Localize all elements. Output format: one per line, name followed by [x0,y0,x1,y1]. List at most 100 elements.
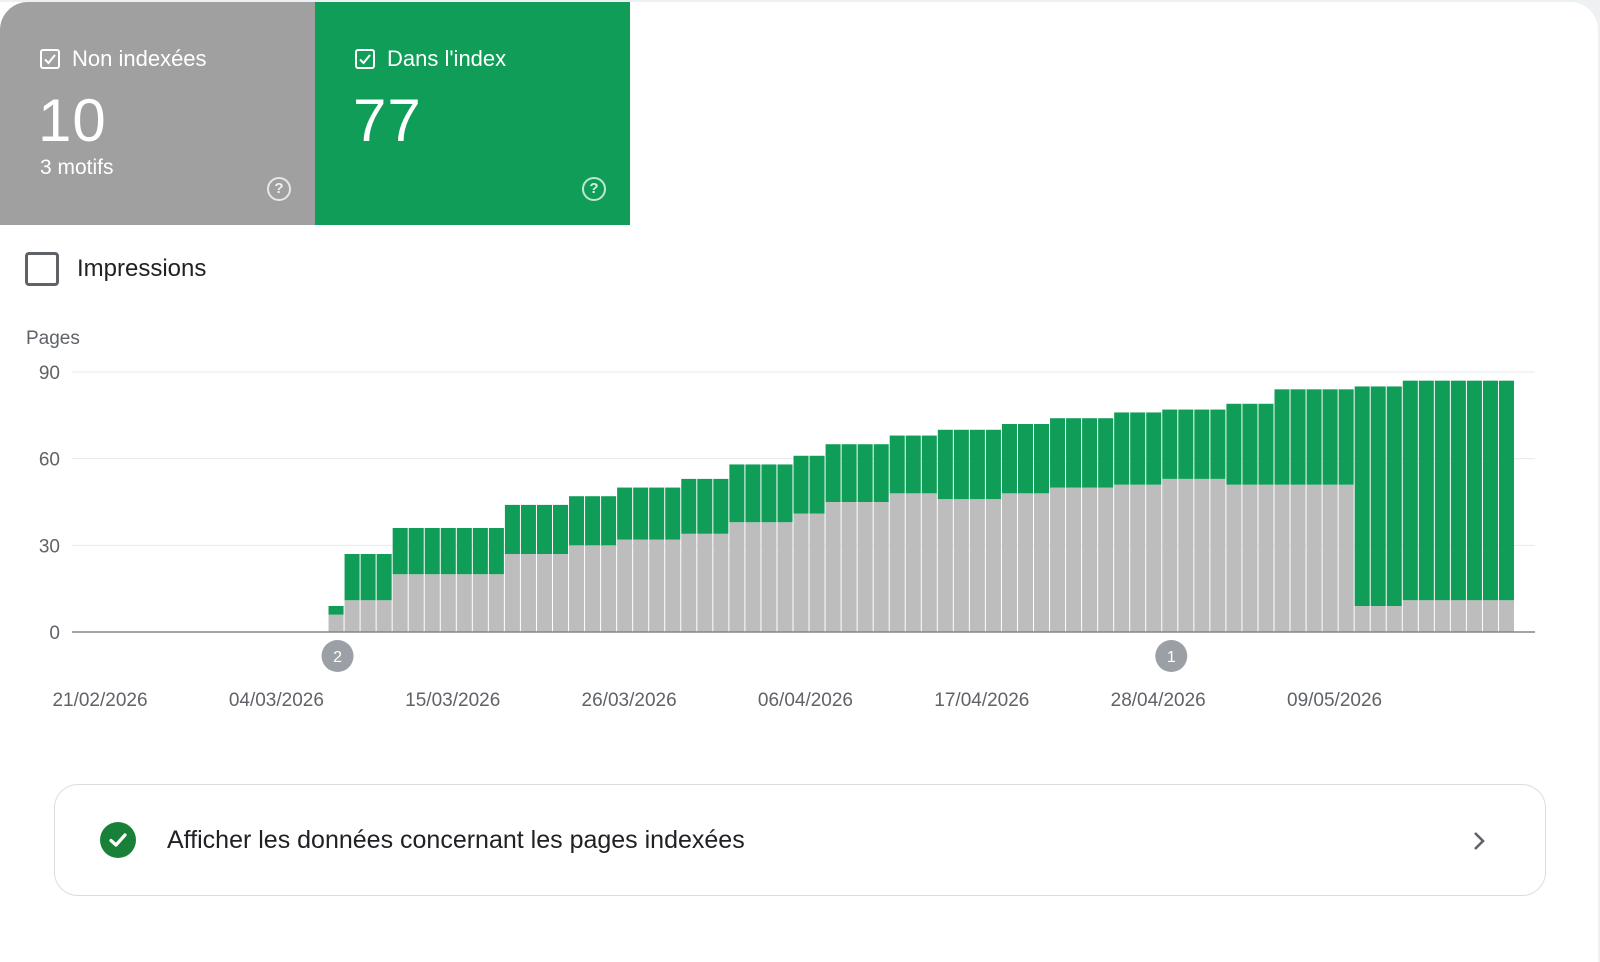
bar-not-indexed [1017,493,1033,632]
bar-not-indexed [1146,484,1162,632]
check-circle-icon [100,822,136,858]
bar-indexed [1354,386,1370,606]
bar-indexed [456,528,472,575]
bar-not-indexed [1434,600,1450,632]
bar-indexed [729,464,745,523]
bar-not-indexed [745,522,761,632]
bar-not-indexed [905,493,921,632]
bar-indexed [520,504,536,554]
bar-not-indexed [841,502,857,632]
bar-not-indexed [601,545,617,632]
tile-indexed[interactable]: Dans l'index 77 ? [315,2,630,225]
bar-not-indexed [328,614,344,632]
bar-not-indexed [1274,484,1290,632]
bar-indexed [440,528,456,575]
bar-not-indexed [985,499,1001,632]
y-tick-label: 0 [49,623,60,644]
bar-indexed [569,496,585,546]
bar-not-indexed [504,554,520,632]
bar-indexed [424,528,440,575]
bar-not-indexed [633,539,649,632]
bar-indexed [1017,424,1033,494]
help-icon[interactable]: ? [582,177,606,201]
bar-indexed [825,444,841,502]
bar-indexed [633,487,649,540]
bar-not-indexed [969,499,985,632]
tile-not-indexed-sub: 3 motifs [40,156,114,179]
bar-not-indexed [1258,484,1274,632]
bar-indexed [1434,380,1450,601]
bar-not-indexed [665,539,681,632]
bar-indexed [488,528,504,575]
bar-not-indexed [761,522,777,632]
tile-not-indexed-value: 10 [38,87,107,154]
bar-not-indexed [793,513,809,632]
bar-indexed [376,554,392,601]
bar-indexed [1162,409,1178,479]
bar-not-indexed [344,600,360,632]
pages-chart: Pages 0 30 60 90 21/02/2026 04/03/2026 15/03/20… [0,320,1560,720]
bar-not-indexed [1001,493,1017,632]
bar-not-indexed [1354,606,1370,632]
bar-indexed [681,478,697,534]
help-icon[interactable]: ? [267,177,291,201]
bar-indexed [1082,418,1098,488]
bar-not-indexed [1226,484,1242,632]
bar-indexed [1114,412,1130,485]
bar-not-indexed [953,499,969,632]
x-tick-label: 21/02/2026 [52,690,147,711]
impressions-label: Impressions [77,255,207,282]
checkbox-checked-icon[interactable] [40,49,60,69]
bar-indexed [1178,409,1194,479]
bar-indexed [1066,418,1082,488]
bar-not-indexed [649,539,665,632]
impressions-toggle[interactable]: Impressions [25,252,206,286]
tile-not-indexed-header: Non indexées [40,46,207,72]
bar-indexed [617,487,633,540]
annotation-marker [321,640,354,672]
bar-indexed [745,464,761,523]
bar-not-indexed [1066,487,1082,632]
bar-not-indexed [921,493,937,632]
bar-not-indexed [1050,487,1066,632]
bar-indexed [1274,389,1290,485]
bar-indexed [985,429,1001,500]
x-tick-label: 06/04/2026 [758,690,853,711]
y-tick-label: 90 [39,363,60,384]
bar-not-indexed [1498,600,1514,632]
tile-indexed-value: 77 [353,87,422,154]
bar-not-indexed [1482,600,1498,632]
bar-not-indexed [1082,487,1098,632]
tile-indexed-label: Dans l'index [387,46,507,71]
bar-not-indexed [1370,606,1386,632]
bar-not-indexed [1098,487,1114,632]
bar-not-indexed [889,493,905,632]
bar-indexed [777,464,793,523]
bar-not-indexed [1162,478,1178,632]
indexed-pages-link[interactable]: Afficher les données concernant les page… [54,784,1546,896]
checkbox-checked-icon[interactable] [355,49,375,69]
bar-indexed [793,455,809,514]
x-tick-label: 28/04/2026 [1111,690,1206,711]
bar-not-indexed [1306,484,1322,632]
bar-indexed [553,504,569,554]
bar-not-indexed [1386,606,1402,632]
bar-not-indexed [1242,484,1258,632]
bar-not-indexed [713,533,729,632]
status-tiles: Non indexées 10 3 motifs ? Dans l'index … [0,2,630,225]
bar-not-indexed [376,600,392,632]
bar-indexed [905,435,921,494]
bar-indexed [953,429,969,500]
checkbox-empty-icon[interactable] [25,252,59,286]
bar-not-indexed [408,574,424,632]
bar-indexed [1194,409,1210,479]
bar-indexed [1258,403,1274,485]
bar-not-indexed [1034,493,1050,632]
bar-indexed [1338,389,1354,485]
annotation-label: 1 [1167,649,1176,666]
bar-indexed [969,429,985,500]
tile-not-indexed[interactable]: Non indexées 10 3 motifs ? [0,2,315,225]
bar-indexed [1322,389,1338,485]
bar-indexed [873,444,889,502]
chevron-right-icon [1474,832,1485,850]
